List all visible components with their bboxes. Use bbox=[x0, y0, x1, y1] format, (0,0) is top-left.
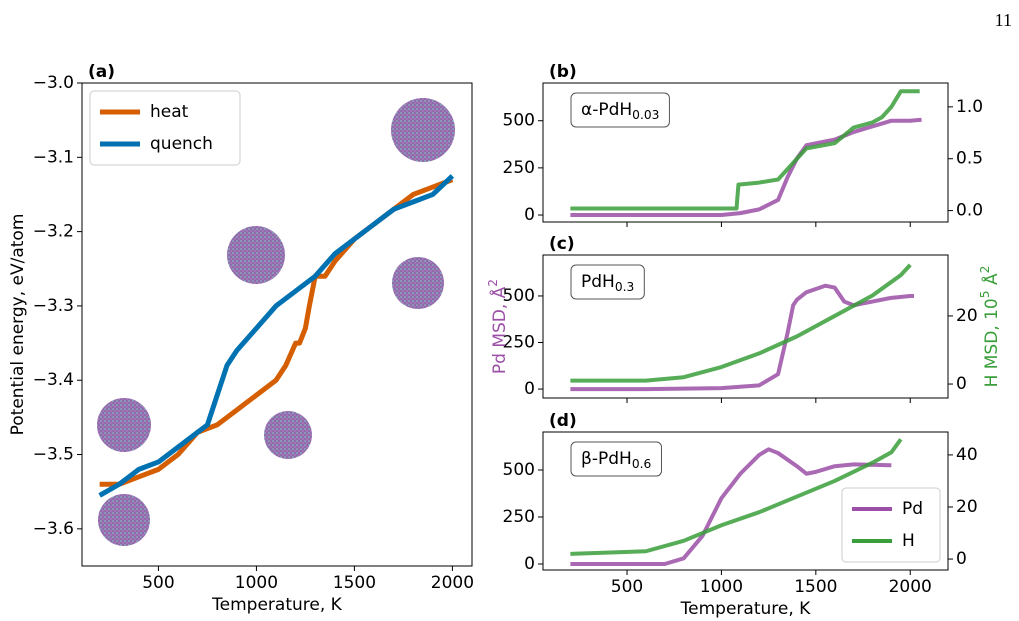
y2-tick-label: 0 bbox=[956, 374, 967, 394]
y-tick-label: −3.6 bbox=[33, 519, 74, 539]
data-line bbox=[570, 438, 903, 556]
y-tick-label: −3.1 bbox=[33, 147, 74, 167]
y2-tick-label: 0.0 bbox=[956, 201, 983, 221]
annotation: β-PdH0.6 bbox=[581, 449, 651, 471]
axes-frame bbox=[542, 431, 949, 571]
y-axis-label: Pd MSD, Å2 bbox=[486, 279, 511, 374]
y-tick-label: 0 bbox=[524, 205, 535, 225]
y-tick-label: 250 bbox=[503, 158, 535, 178]
x-tick-label: 500 bbox=[611, 577, 643, 597]
annotation-part: 0.6 bbox=[632, 457, 652, 471]
legend-label: heat bbox=[150, 102, 189, 122]
annotation-box bbox=[570, 441, 662, 477]
y-tick-label: −3.0 bbox=[33, 73, 74, 93]
x-tick-label: 1500 bbox=[333, 573, 376, 593]
y-axis-label: Potential energy, eV/atom bbox=[8, 214, 28, 436]
y-axis-label-part: 2 bbox=[486, 279, 500, 287]
axes-frame bbox=[542, 82, 949, 223]
data-line bbox=[570, 89, 920, 211]
x-tick-label: 2000 bbox=[889, 577, 932, 597]
y2-axis-label-part: Å bbox=[980, 273, 1002, 290]
y-tick-label: 0 bbox=[524, 554, 535, 574]
x-axis-label: Temperature, K bbox=[680, 599, 811, 619]
y-tick-label: −3.2 bbox=[33, 222, 74, 242]
y-tick-label: −3.5 bbox=[33, 445, 74, 465]
y-tick-label: 250 bbox=[503, 333, 535, 353]
data-line bbox=[570, 263, 912, 383]
annotation-part: 0.3 bbox=[615, 280, 634, 294]
annotation: α-PdH0.03 bbox=[581, 100, 659, 122]
annotation-box bbox=[570, 92, 670, 128]
legend-label: H bbox=[902, 531, 915, 551]
legend-label: quench bbox=[150, 134, 213, 154]
data-line bbox=[570, 283, 915, 392]
y2-axis-label: H MSD, 105 Å2 bbox=[978, 266, 1003, 388]
y2-tick-label: 20 bbox=[956, 497, 978, 517]
y2-axis-label-part: 5 bbox=[978, 290, 992, 298]
annotation-part: 0.03 bbox=[632, 108, 659, 122]
annotation-part: β-PdH bbox=[581, 449, 632, 469]
panel-label: (a) bbox=[88, 62, 115, 82]
y2-tick-label: 1.0 bbox=[956, 97, 983, 117]
x-tick-label: 1500 bbox=[794, 577, 837, 597]
annotation-box bbox=[570, 264, 645, 300]
panel-label: (d) bbox=[549, 411, 577, 431]
data-line bbox=[570, 447, 892, 566]
y2-tick-label: 20 bbox=[956, 306, 978, 326]
page-number: 11 bbox=[995, 10, 1012, 30]
annotation-part: PdH bbox=[581, 272, 615, 292]
y2-axis-label-part: 2 bbox=[978, 266, 992, 274]
axes-frame bbox=[542, 254, 949, 399]
x-tick-label: 2000 bbox=[431, 573, 474, 593]
y2-tick-label: 40 bbox=[956, 445, 978, 465]
y-tick-label: 500 bbox=[503, 286, 535, 306]
legend-box bbox=[841, 487, 941, 563]
y-axis-label-part: Pd MSD, Å bbox=[488, 286, 510, 374]
axes-frame bbox=[81, 82, 473, 567]
x-tick-label: 500 bbox=[142, 573, 174, 593]
x-axis-label: Temperature, K bbox=[211, 595, 342, 615]
y2-tick-label: 0 bbox=[956, 549, 967, 569]
panel-label: (b) bbox=[549, 62, 577, 82]
y2-axis-label-part: H MSD, 10 bbox=[982, 298, 1002, 387]
panel-label: (c) bbox=[549, 234, 575, 254]
y-tick-label: −3.3 bbox=[33, 296, 74, 316]
y-tick-label: 0 bbox=[524, 379, 535, 399]
data-line bbox=[98, 174, 455, 498]
nanoparticles bbox=[97, 98, 455, 546]
y2-tick-label: 0.5 bbox=[956, 149, 983, 169]
data-line bbox=[570, 117, 922, 218]
y-axis-label-part: Potential energy, eV/atom bbox=[8, 214, 28, 436]
y-tick-label: 500 bbox=[503, 460, 535, 480]
legend-label: Pd bbox=[902, 499, 923, 519]
x-tick-label: 1000 bbox=[235, 573, 278, 593]
annotation: PdH0.3 bbox=[581, 272, 634, 294]
annotation-part: α-PdH bbox=[581, 100, 632, 120]
y-tick-label: 500 bbox=[503, 111, 535, 131]
y-tick-label: 250 bbox=[503, 507, 535, 527]
x-tick-label: 1000 bbox=[700, 577, 743, 597]
y-tick-label: −3.4 bbox=[33, 370, 74, 390]
